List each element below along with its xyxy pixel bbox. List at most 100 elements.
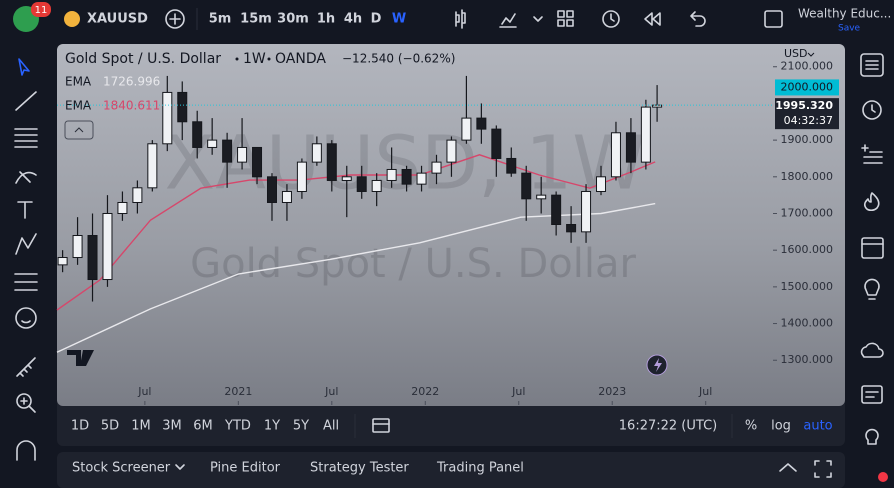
separator (267, 57, 271, 61)
candle-body (266, 176, 277, 203)
range-button[interactable]: 1Y (264, 419, 280, 434)
legend-value: 1726.996 (103, 75, 160, 89)
range-button[interactable]: 5Y (293, 419, 309, 434)
candle-body (192, 121, 203, 148)
clock[interactable]: 16:27:22 (UTC) (619, 419, 717, 434)
log-toggle[interactable]: log (771, 419, 791, 434)
range-button[interactable]: 1D (71, 419, 89, 434)
panel-tab[interactable]: Trading Panel (436, 461, 524, 476)
symbol[interactable]: XAUUSD (87, 12, 148, 27)
collapse-caret[interactable] (74, 127, 84, 133)
symbol-icon (64, 11, 80, 27)
price-change: −12.540 (−0.62%) (342, 52, 455, 66)
candle-body (551, 194, 562, 225)
panel-tab[interactable]: Pine Editor (210, 461, 281, 476)
candle-body (416, 172, 427, 185)
x-tick-label: 2021 (224, 385, 252, 398)
date-range-icon[interactable] (372, 418, 390, 433)
panel-tab[interactable]: Strategy Tester (310, 461, 409, 476)
candle-body (296, 161, 307, 192)
timeframe[interactable]: 5m (209, 12, 232, 27)
bottom-panel (57, 452, 845, 488)
y-tick-label: 1600.000 (781, 243, 834, 256)
legend-value: 1840.611 (103, 99, 160, 113)
range-button[interactable]: 5D (101, 419, 119, 434)
y-tick-label: 1900.000 (781, 133, 834, 146)
candle-body (117, 201, 128, 214)
y-tick-label: 1500.000 (781, 280, 834, 293)
chart-header: Gold Spot / U.S. Dollar (65, 51, 221, 67)
watermark-title: Gold Spot / U.S. Dollar (190, 241, 636, 287)
percent-toggle[interactable]: % (745, 419, 757, 434)
left-toolbar (0, 40, 52, 488)
y-tick-label: 1800.000 (781, 170, 834, 183)
panel-tab[interactable]: Stock Screener (72, 461, 171, 476)
candle-body (521, 172, 532, 200)
collapse-button[interactable] (64, 120, 94, 140)
range-button[interactable]: YTD (224, 419, 251, 434)
notification-dot (878, 472, 888, 482)
candle-body (371, 179, 382, 192)
toolbar-icons[interactable] (455, 9, 783, 29)
timeframe[interactable]: 4h (344, 12, 362, 27)
candle-body (640, 106, 651, 163)
candle-body (566, 224, 577, 233)
auto-toggle[interactable]: auto (803, 419, 832, 434)
timeframe[interactable]: 30m (277, 12, 309, 27)
x-tick-label: 2022 (411, 385, 439, 398)
range-button[interactable]: 3M (162, 419, 182, 434)
candle-body (102, 212, 113, 281)
candle-body (177, 91, 188, 123)
candle-body (222, 139, 233, 163)
x-tick-label: Jul (698, 385, 712, 398)
currency[interactable]: USD (784, 47, 808, 60)
y-tick-label: 2100.000 (781, 60, 834, 73)
save[interactable]: Save (838, 24, 861, 34)
candle-body (610, 132, 621, 178)
range-button[interactable]: 6M (193, 419, 213, 434)
tv-logo (67, 350, 94, 366)
x-tick-label: 2023 (598, 385, 626, 398)
timeframe[interactable]: 1h (317, 12, 335, 27)
account-name[interactable]: Wealthy Educ... (798, 7, 891, 21)
drawing-tools[interactable] (14, 58, 38, 461)
x-tick-label: Jul (511, 385, 525, 398)
watermark-symbol: XAUUSD, 1W (165, 121, 646, 207)
alert-label-box (775, 79, 839, 96)
candle-body (581, 190, 592, 233)
chart-pane (57, 44, 845, 406)
ema-line (56, 154, 656, 311)
badge (31, 2, 51, 17)
timeframe[interactable]: D (371, 12, 382, 27)
add-symbol[interactable] (165, 9, 185, 29)
timeframe[interactable]: W (392, 12, 406, 27)
badge-count: 11 (35, 5, 48, 16)
lightning-icon (654, 358, 662, 372)
candle-body (506, 157, 517, 174)
side-widgets[interactable] (860, 53, 884, 445)
right-toolbar (848, 40, 894, 488)
candle-body (596, 176, 607, 192)
timeframe[interactable]: 15m (240, 12, 272, 27)
candle-body (252, 146, 263, 178)
candle-body (461, 117, 472, 141)
top-bar (0, 0, 894, 40)
candle-body (491, 128, 502, 159)
candle-body (281, 190, 292, 203)
candle-body (476, 117, 487, 130)
candle-body (625, 132, 636, 163)
candle-body (431, 161, 442, 174)
countdown: 04:32:37 (784, 114, 833, 127)
range-button[interactable]: 1M (131, 419, 151, 434)
candle-body (386, 168, 397, 181)
legend-name: EMA (65, 75, 92, 89)
panel-controls[interactable] (175, 460, 832, 478)
currency-caret[interactable] (807, 52, 815, 57)
y-tick-label: 1700.000 (781, 206, 834, 219)
last-price-box (775, 98, 839, 130)
candle-body (147, 143, 158, 189)
candle-body (207, 139, 218, 148)
range-button[interactable]: All (323, 419, 339, 434)
